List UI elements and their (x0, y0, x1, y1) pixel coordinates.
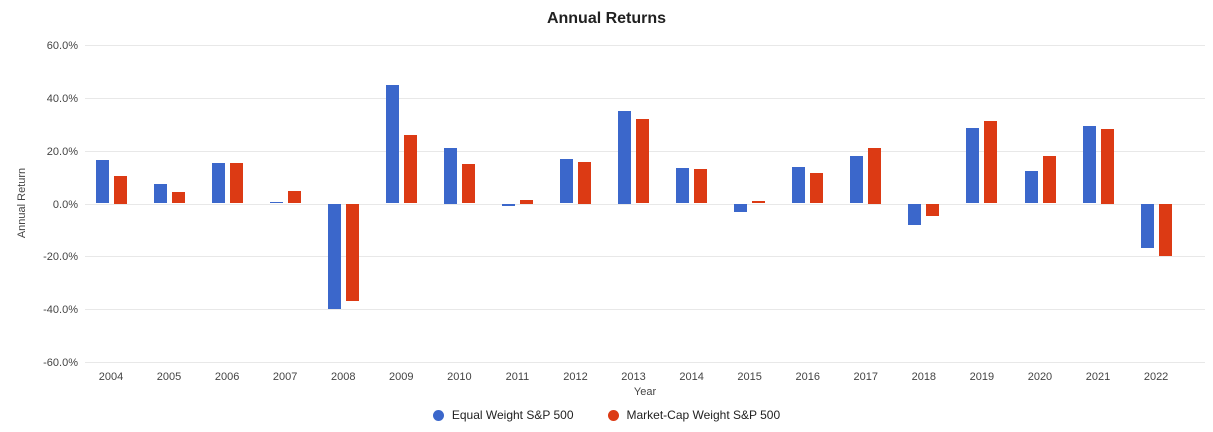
bar-equal-weight-2008[interactable] (327, 203, 341, 309)
x-axis-tick-label: 2007 (272, 371, 298, 383)
bar-market-cap-2011[interactable] (519, 199, 533, 204)
bar-equal-weight-2021[interactable] (1082, 126, 1096, 204)
bar-market-cap-2019[interactable] (984, 120, 998, 204)
legend-color-dot-icon (432, 409, 444, 421)
x-axis-title: Year (633, 386, 657, 398)
bar-market-cap-2018[interactable] (926, 203, 940, 217)
bar-equal-weight-2011[interactable] (501, 203, 515, 206)
y-axis-tick-label: 0.0% (52, 199, 78, 211)
x-axis-tick-label: 2013 (621, 371, 646, 383)
legend-label: Market-Cap Weight S&P 500 (626, 408, 781, 422)
bar-equal-weight-2016[interactable] (792, 166, 806, 204)
bar-market-cap-2022[interactable] (1158, 203, 1172, 257)
bar-equal-weight-2014[interactable] (676, 167, 690, 204)
bar-market-cap-2017[interactable] (868, 147, 882, 204)
x-axis-tick-label: 2004 (98, 371, 124, 383)
x-axis-tick-label: 2022 (1143, 371, 1169, 383)
bar-equal-weight-2006[interactable] (211, 163, 225, 204)
x-axis-tick-label: 2005 (156, 371, 182, 383)
x-axis-tick-label: 2011 (505, 371, 530, 383)
bar-market-cap-2005[interactable] (171, 191, 185, 204)
bar-equal-weight-2005[interactable] (153, 184, 167, 204)
bar-market-cap-2020[interactable] (1042, 156, 1056, 204)
chart-title: Annual Returns (546, 10, 667, 27)
x-axis-tick-label: 2019 (969, 371, 995, 383)
x-axis-tick-label: 2016 (795, 371, 820, 383)
legend-color-dot-icon (607, 409, 619, 421)
gridline (85, 256, 1205, 257)
bar-market-cap-2006[interactable] (229, 162, 243, 204)
bar-market-cap-2004[interactable] (113, 176, 127, 204)
x-axis-tick-label: 2017 (853, 371, 878, 383)
y-axis-tick-label: 20.0% (46, 146, 78, 158)
x-axis-tick-label: 2008 (330, 371, 356, 383)
y-axis-title: Annual Return (16, 167, 28, 239)
x-axis-tick-label: 2006 (214, 371, 240, 383)
gridline (85, 45, 1205, 46)
bar-equal-weight-2013[interactable] (618, 110, 631, 204)
bar-equal-weight-2007[interactable] (269, 201, 283, 204)
x-axis-tick-label: 2018 (911, 371, 937, 383)
x-axis-tick-label: 2020 (1027, 371, 1053, 383)
x-axis-tick-label: 2009 (389, 371, 414, 383)
gridline (85, 309, 1205, 310)
bar-equal-weight-2019[interactable] (966, 127, 980, 204)
gridline (85, 362, 1205, 363)
bar-equal-weight-2009[interactable] (385, 85, 399, 204)
bar-market-cap-2010[interactable] (461, 164, 475, 204)
bar-market-cap-2021[interactable] (1100, 129, 1114, 204)
y-axis-tick-label: 40.0% (46, 93, 78, 105)
bar-market-cap-2014[interactable] (694, 169, 708, 204)
bar-market-cap-2012[interactable] (578, 162, 591, 204)
chart-legend: Equal Weight S&P 500 Market-Cap Weight S&… (0, 408, 1213, 422)
y-axis-tick-label: -20.0% (43, 251, 78, 263)
bar-market-cap-2007[interactable] (287, 190, 301, 204)
x-axis-tick-label: 2010 (447, 371, 472, 383)
bar-market-cap-2015[interactable] (752, 201, 766, 204)
gridline (85, 204, 1205, 205)
x-axis-tick-label: 2015 (737, 371, 762, 383)
y-axis-tick-label: 60.0% (46, 40, 78, 52)
bar-equal-weight-2015[interactable] (734, 203, 748, 212)
bar-market-cap-2009[interactable] (403, 134, 417, 204)
bar-equal-weight-2018[interactable] (908, 203, 922, 225)
bar-equal-weight-2022[interactable] (1140, 203, 1154, 249)
bar-equal-weight-2020[interactable] (1024, 170, 1038, 204)
x-axis-tick-label: 2014 (679, 371, 704, 383)
bar-equal-weight-2017[interactable] (850, 155, 864, 204)
bar-market-cap-2013[interactable] (636, 119, 649, 204)
bar-equal-weight-2010[interactable] (443, 147, 457, 204)
y-axis-tick-label: -40.0% (43, 304, 78, 316)
x-axis-tick-label: 2012 (563, 371, 588, 383)
gridline (85, 98, 1205, 99)
bar-equal-weight-2004[interactable] (95, 160, 109, 204)
x-axis-tick-label: 2021 (1085, 371, 1111, 383)
legend-item: Equal Weight S&P 500 (432, 408, 574, 422)
bar-market-cap-2016[interactable] (810, 172, 824, 204)
legend-label: Equal Weight S&P 500 (451, 408, 574, 422)
bar-equal-weight-2012[interactable] (560, 159, 573, 204)
bar-market-cap-2008[interactable] (345, 203, 359, 301)
y-axis-tick-label: -60.0% (43, 357, 78, 369)
legend-item: Market-Cap Weight S&P 500 (607, 408, 781, 422)
